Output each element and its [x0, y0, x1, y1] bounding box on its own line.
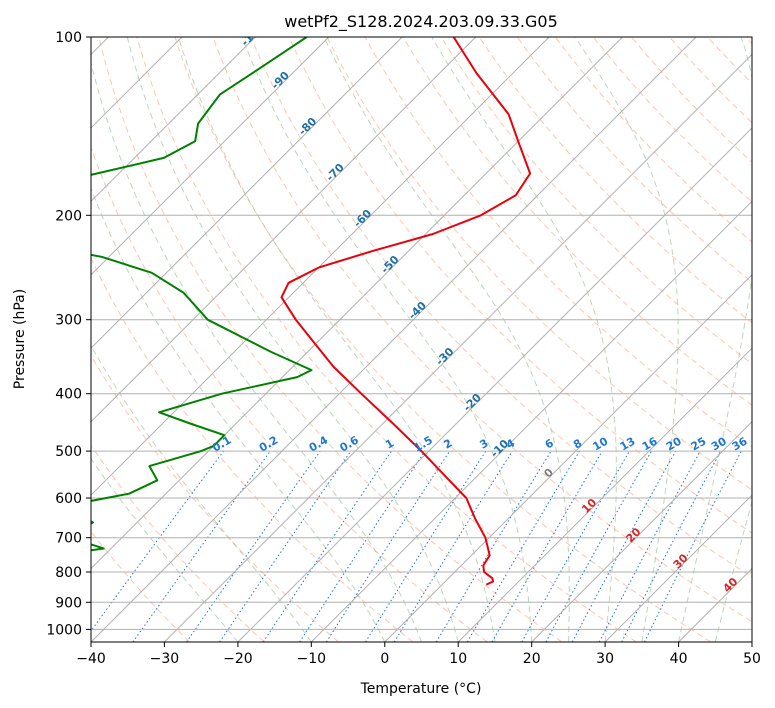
isotherm-line [237, 127, 752, 642]
x-tick-label: 40 [670, 651, 688, 667]
x-tick-label: −40 [76, 651, 106, 667]
y-tick-label: 700 [55, 531, 82, 547]
x-axis-label: Temperature (°C) [360, 681, 482, 697]
y-tick-label: 200 [55, 208, 82, 224]
moist-adiabat-line [241, 37, 533, 642]
y-tick-label: 400 [55, 387, 82, 403]
isotherm-line [531, 420, 752, 642]
dry-adiabat-line [91, 530, 190, 642]
dry-adiabat-line [593, 37, 752, 203]
y-tick-label: 1000 [46, 622, 82, 638]
mixing-ratio-line [325, 450, 451, 642]
mixing-ratio-line [466, 450, 580, 642]
dry-adiabat-line [250, 37, 752, 578]
dry-adiabat-line [136, 37, 637, 642]
y-tick-label: 300 [55, 313, 82, 329]
dry-adiabat-line [554, 37, 752, 243]
x-tick-label: 30 [596, 651, 614, 667]
dry-adiabat-line [402, 37, 752, 406]
dry-adiabat-line [91, 444, 265, 642]
isotherm-line [91, 37, 477, 423]
mixing-ratio-line [219, 450, 352, 642]
dry-adiabat-line [288, 37, 752, 534]
mixing-ratio-line [571, 450, 677, 642]
isotherm-line [91, 37, 697, 642]
profile-series [91, 37, 532, 586]
x-tick-label: 50 [743, 651, 761, 667]
x-tick-label: 0 [380, 651, 389, 667]
moist-adiabat-line [91, 187, 386, 642]
x-tick-label: 10 [449, 651, 467, 667]
y-tick-label: 600 [55, 491, 82, 507]
isotherm-line [457, 347, 752, 642]
isotherm-line [91, 37, 330, 276]
y-tick-label: 900 [55, 595, 82, 611]
isotherm-line [604, 494, 752, 642]
moist-adiabat-line [177, 37, 496, 642]
mixing-ratio-line [521, 450, 630, 642]
x-tick-label: −20 [223, 651, 253, 667]
mixing-ratio-line [365, 450, 487, 642]
dry-adiabats [91, 37, 752, 642]
chart-title: wetPf2_S128.2024.203.09.33.G05 [284, 12, 558, 32]
moist-adiabat-line [323, 37, 570, 642]
isotherm-line [91, 37, 623, 570]
moist-adiabat-line [91, 60, 422, 642]
temperature-line [280, 37, 532, 586]
dry-adiabat-line [91, 257, 414, 642]
plot-frame [90, 36, 753, 643]
isotherm-line [751, 641, 752, 642]
moist-adiabat-line [431, 37, 617, 642]
plot-area [91, 37, 752, 642]
mixing-ratio-line [491, 450, 603, 642]
y-axis-label: Pressure (hPa) [12, 289, 28, 389]
isotherm-line [91, 37, 256, 203]
x-tick-label: 20 [523, 651, 541, 667]
x-tick-label: −10 [297, 651, 327, 667]
mixing-ratio-line [132, 450, 271, 642]
x-tick-label: −30 [150, 651, 180, 667]
dry-adiabat-line [326, 37, 752, 491]
mixing-ratio-line [393, 450, 513, 642]
mixing-ratio-line [435, 450, 552, 642]
dry-adiabat-line [440, 37, 752, 365]
dry-adiabat-line [98, 37, 563, 642]
y-tick-label: 500 [55, 444, 82, 460]
dry-adiabat-line [478, 37, 752, 324]
isotherm-line [164, 53, 752, 642]
isotherm-label: -100 [238, 20, 267, 49]
dewpoint-line [91, 37, 313, 552]
moist-adiabat-line [574, 37, 679, 642]
moist-adiabats [91, 37, 752, 642]
moist-adiabat-line [126, 37, 459, 642]
moist-adiabat-line [91, 457, 239, 642]
y-axis: 100 200 300 400 500 600 700 800 900 1000 [46, 30, 91, 638]
dry-adiabat-line [212, 37, 752, 623]
dry-adiabat-line [174, 37, 712, 642]
moist-adiabat-line [678, 37, 752, 642]
mixing-ratio-lines [91, 450, 742, 642]
mixing-ratio-line [186, 450, 321, 642]
dry-adiabat-line [364, 37, 752, 448]
isotherm-line [310, 200, 752, 642]
y-tick-label: 100 [55, 30, 82, 46]
isotherm-line [91, 37, 403, 349]
moist-adiabat-line [714, 499, 752, 642]
y-tick-label: 800 [55, 565, 82, 581]
x-axis: −40 −30 −20 −10 0 10 20 30 40 50 [76, 642, 761, 667]
